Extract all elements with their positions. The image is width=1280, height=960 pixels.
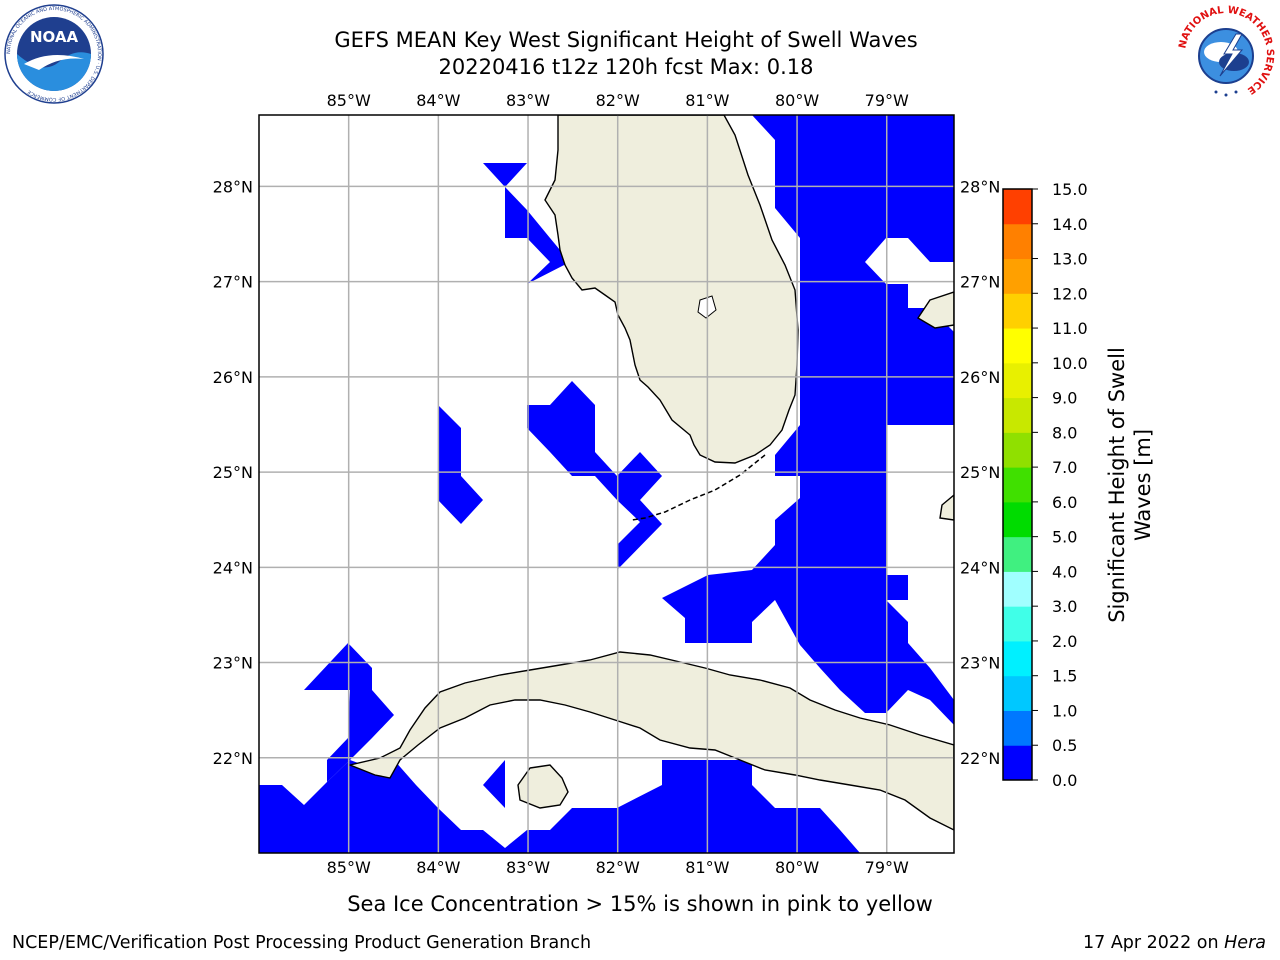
lat-label-left: 22°N xyxy=(213,749,253,768)
bahamas-andros xyxy=(939,494,954,521)
isla-de-la-juventud xyxy=(517,764,569,809)
lon-label-bottom: 81°W xyxy=(685,858,729,877)
map-panel xyxy=(259,115,954,853)
lat-label-right: 25°N xyxy=(960,463,1000,482)
florida-keys xyxy=(631,454,766,521)
lat-label-right: 23°N xyxy=(960,654,1000,673)
colorbar-label-line2: Waves [m] xyxy=(1131,429,1155,541)
cuba xyxy=(347,651,954,831)
swell-region-caribbean-1 xyxy=(304,643,394,782)
lon-label-top: 80°W xyxy=(775,91,819,110)
colorbar-tick-label: 2.0 xyxy=(1052,632,1077,651)
bahamas-north xyxy=(917,291,954,329)
colorbar-tick-label: 11.0 xyxy=(1052,319,1088,338)
map-frame xyxy=(258,114,955,854)
swell-region-atlantic xyxy=(662,115,954,725)
swell-region-gulf-1 xyxy=(483,163,527,187)
lon-label-bottom: 79°W xyxy=(865,858,909,877)
lat-label-right: 27°N xyxy=(960,273,1000,292)
nws-logo-icon: NATIONAL WEATHER SERVICE xyxy=(1177,5,1275,103)
colorbar-tick-label: 1.5 xyxy=(1052,667,1077,686)
colorbar-tick-label: 15.0 xyxy=(1052,180,1088,199)
colorbar-tick-label: 0.5 xyxy=(1052,736,1077,755)
swell-region-gulf-2 xyxy=(505,187,570,284)
lon-label-bottom: 83°W xyxy=(506,858,550,877)
footer-date: 17 Apr 2022 on Hera xyxy=(1083,932,1266,954)
colorbar-tick-label: 1.0 xyxy=(1052,701,1077,720)
lat-label-left: 25°N xyxy=(213,463,253,482)
swell-region-caribbean-2 xyxy=(259,760,860,853)
colorbar-tick-label: 14.0 xyxy=(1052,215,1088,234)
land-masses xyxy=(347,115,954,831)
colorbar-segment xyxy=(1003,571,1032,607)
colorbar-segment xyxy=(1003,293,1032,329)
lat-label-left: 24°N xyxy=(213,558,253,577)
lat-label-right: 28°N xyxy=(960,177,1000,196)
colorbar-tick-label: 12.0 xyxy=(1052,284,1088,303)
colorbar-segment xyxy=(1003,536,1032,572)
graticule xyxy=(259,115,954,853)
colorbar-tick-label: 10.0 xyxy=(1052,354,1088,373)
colorbar-segment xyxy=(1003,640,1032,677)
colorbar-tick-label: 0.0 xyxy=(1052,771,1077,790)
axis-labels: 85°W 85°W 84°W 84°W 83°W 83°W 82°W 82°W 81°W 81°W… xyxy=(213,91,1001,877)
colorbar-tick-label: 8.0 xyxy=(1052,423,1077,442)
swell-region-caribbean-3 xyxy=(483,760,505,808)
lon-label-top: 83°W xyxy=(506,91,550,110)
colorbar-tick-label: 9.0 xyxy=(1052,389,1077,408)
footer-date-text: 17 Apr 2022 on xyxy=(1083,933,1225,953)
lon-label-bottom: 80°W xyxy=(775,858,819,877)
footer-branch: NCEP/EMC/Verification Post Processing Pr… xyxy=(12,933,592,953)
chart-subtitle: 20220416 t12z 120h fcst Max: 0.18 xyxy=(438,55,814,79)
chart-title: GEFS MEAN Key West Significant Height of… xyxy=(334,28,918,52)
colorbar-segment xyxy=(1003,223,1032,260)
colorbar-frame xyxy=(1002,188,1033,781)
colorbar-segment xyxy=(1003,258,1032,294)
lon-label-top: 79°W xyxy=(865,91,909,110)
lon-label-bottom: 82°W xyxy=(596,858,640,877)
colorbar-segment xyxy=(1003,745,1032,781)
swell-region-gulf-4 xyxy=(527,381,662,570)
colorbar-segment xyxy=(1003,432,1032,468)
colorbar-segment xyxy=(1003,606,1032,642)
lon-label-bottom: 84°W xyxy=(416,858,460,877)
lat-label-right: 24°N xyxy=(960,558,1000,577)
colorbar-segment xyxy=(1003,467,1032,503)
lat-label-left: 23°N xyxy=(213,654,253,673)
noaa-logo-text: NOAA xyxy=(30,28,79,46)
lon-label-top: 82°W xyxy=(596,91,640,110)
lon-label-top: 85°W xyxy=(327,91,371,110)
colorbar-segment xyxy=(1003,501,1032,538)
footer-host: Hera xyxy=(1224,933,1266,953)
lat-label-right: 22°N xyxy=(960,749,1000,768)
colorbar: 0.0 0.5 1.0 1.5 2.0 3.0 4.0 5.0 6.0 7.0 8.0 9.0 10.0… xyxy=(1002,180,1088,790)
colorbar-segment xyxy=(1003,328,1032,364)
sea-ice-note: Sea Ice Concentration > 15% is shown in … xyxy=(347,892,933,916)
lat-label-left: 26°N xyxy=(213,368,253,387)
swell-field xyxy=(259,115,954,853)
lat-label-right: 26°N xyxy=(960,368,1000,387)
colorbar-label-line1: Significant Height of Swell xyxy=(1105,347,1129,623)
colorbar-segment xyxy=(1003,189,1032,225)
colorbar-segment xyxy=(1003,675,1032,711)
lon-label-bottom: 85°W xyxy=(327,858,371,877)
lat-label-left: 27°N xyxy=(213,273,253,292)
colorbar-segment xyxy=(1003,710,1032,746)
colorbar-tick-label: 4.0 xyxy=(1052,562,1077,581)
lon-label-top: 84°W xyxy=(416,91,460,110)
colorbar-tick-label: 6.0 xyxy=(1052,493,1077,512)
colorbar-tick-label: 5.0 xyxy=(1052,528,1077,547)
colorbar-segment xyxy=(1003,362,1032,399)
colorbar-tick-label: 3.0 xyxy=(1052,597,1077,616)
lon-label-top: 81°W xyxy=(685,91,729,110)
colorbar-tick-label: 13.0 xyxy=(1052,250,1088,269)
colorbar-segment xyxy=(1003,397,1032,433)
lat-label-left: 28°N xyxy=(213,177,253,196)
swell-region-gulf-3 xyxy=(438,405,483,524)
noaa-logo-icon: NOAA NATIONAL OCEANIC AND ATMOSPHERIC AD… xyxy=(4,4,104,104)
colorbar-tick-label: 7.0 xyxy=(1052,458,1077,477)
